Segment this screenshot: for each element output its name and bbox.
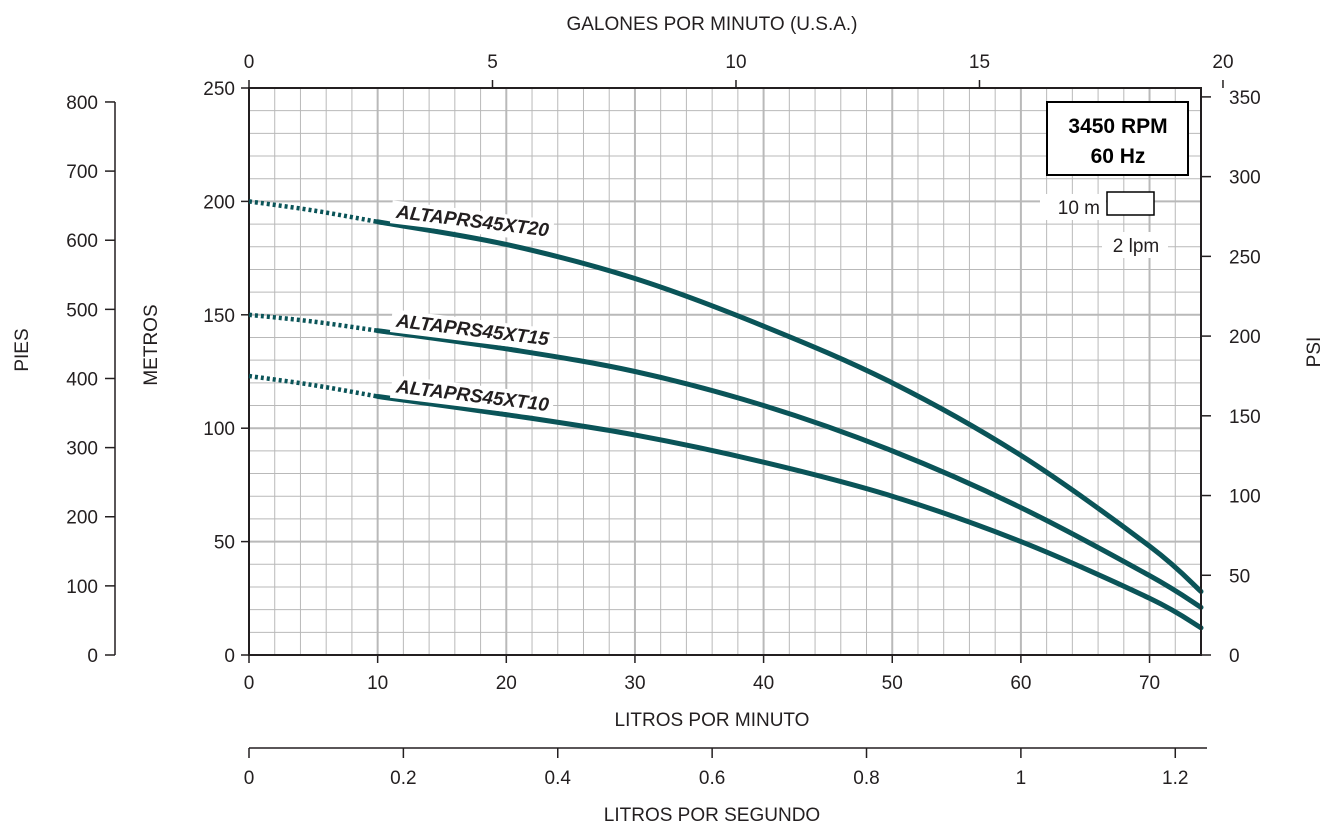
grid-scale-note: 10 m 2 lpm xyxy=(1040,191,1168,258)
y-metros-tick-label: 250 xyxy=(203,79,235,100)
x-top-tick-label: 15 xyxy=(969,52,990,73)
y-pies-tick-label: 100 xyxy=(66,577,98,598)
y-psi-tick-label: 150 xyxy=(1229,407,1261,428)
x-top-tick-label: 10 xyxy=(725,52,746,73)
x-bottom-tick-label: 30 xyxy=(624,673,645,694)
y-metros-tick-label: 100 xyxy=(203,419,235,440)
axes: 0 10 20 30 40 50 60 700 5 10 15 2005010015020025001… xyxy=(66,52,1260,789)
x-lps-tick-label: 1.2 xyxy=(1162,768,1188,789)
y-pies-tick-label: 200 xyxy=(66,508,98,529)
curve-solid-segment xyxy=(375,219,1204,594)
x-lps-tick-label: 0.2 xyxy=(390,768,416,789)
curve-dotted-segment xyxy=(248,199,379,225)
x-top-tick-label: 0 xyxy=(244,52,255,73)
x-bottom-tick-label: 60 xyxy=(1010,673,1031,694)
lps-axis-title: LITROS POR SEGUNDO xyxy=(604,805,820,826)
y-pies-tick-label: 0 xyxy=(87,646,98,667)
y-psi-tick-label: 300 xyxy=(1229,168,1261,189)
bottom-axis-title: LITROS POR MINUTO xyxy=(615,710,810,731)
pies-axis-title: PIES xyxy=(12,328,33,371)
curve-label-bg xyxy=(389,200,555,244)
curve-solid-segment xyxy=(375,328,1204,610)
y-psi-tick-label: 200 xyxy=(1229,327,1261,348)
x-lps-tick-label: 0.8 xyxy=(853,768,879,789)
y-pies-tick-label: 700 xyxy=(66,162,98,183)
y-pies-tick-label: 800 xyxy=(66,93,98,114)
metros-axis-title: METROS xyxy=(141,304,162,385)
x-lps-tick-label: 0.4 xyxy=(545,768,572,789)
hz-label: 60 Hz xyxy=(1091,145,1146,168)
y-metros-tick-label: 150 xyxy=(203,306,235,327)
y-metros-tick-label: 0 xyxy=(224,646,235,667)
y-pies-tick-label: 300 xyxy=(66,439,98,460)
curve-dotted-segment xyxy=(248,373,379,399)
psi-axis-title: PSI xyxy=(1304,337,1325,368)
x-lps-tick-label: 0.6 xyxy=(699,768,725,789)
x-bottom-tick-label: 50 xyxy=(882,673,903,694)
scale-note-bg-1 xyxy=(1040,194,1106,220)
y-pies-tick-label: 500 xyxy=(66,300,98,321)
y-psi-tick-label: 250 xyxy=(1229,247,1261,268)
top-axis-title: GALONES POR MINUTO (U.S.A.) xyxy=(566,14,857,35)
scale-note-horizontal: 2 lpm xyxy=(1113,236,1159,257)
y-metros-tick-label: 200 xyxy=(203,192,235,213)
x-bottom-tick-label: 0 xyxy=(244,673,255,694)
x-bottom-tick-label: 70 xyxy=(1139,673,1160,694)
x-top-tick-label: 5 xyxy=(487,52,498,73)
y-psi-tick-label: 350 xyxy=(1229,88,1261,109)
rpm-box-frame xyxy=(1046,101,1189,176)
y-pies-tick-label: 600 xyxy=(66,231,98,252)
x-bottom-tick-label: 40 xyxy=(753,673,774,694)
x-bottom-tick-label: 10 xyxy=(367,673,388,694)
curve-dotted-segment xyxy=(248,312,378,333)
x-bottom-tick-label: 20 xyxy=(496,673,517,694)
y-pies-tick-label: 400 xyxy=(66,369,98,390)
curve-label-bg xyxy=(389,309,555,352)
scale-cell xyxy=(1106,191,1155,216)
y-psi-tick-label: 100 xyxy=(1229,487,1261,508)
y-psi-tick-label: 50 xyxy=(1229,566,1250,587)
y-psi-tick-label: 0 xyxy=(1229,646,1240,667)
scale-note-vertical: 10 m xyxy=(1058,198,1100,219)
curve-solid-segment xyxy=(375,393,1204,631)
x-lps-tick-label: 1 xyxy=(1016,768,1027,789)
x-top-tick-label: 20 xyxy=(1212,52,1233,73)
curve-label-bg xyxy=(389,374,555,418)
rpm-legend-box: 3450 RPM 60 Hz xyxy=(1046,101,1189,176)
y-metros-tick-label: 50 xyxy=(214,533,235,554)
x-lps-tick-label: 0 xyxy=(244,768,255,789)
rpm-label: 3450 RPM xyxy=(1068,115,1167,138)
scale-note-bg-2 xyxy=(1102,232,1168,258)
